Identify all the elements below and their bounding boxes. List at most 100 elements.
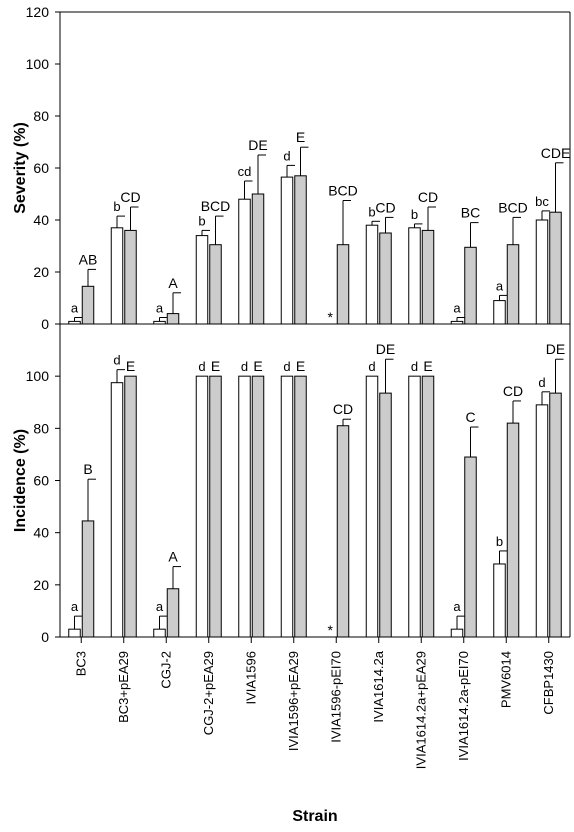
severity-bar bbox=[421, 229, 435, 325]
severity-significance-label: E bbox=[296, 129, 305, 145]
severity-significance-label: DE bbox=[248, 137, 267, 153]
incidence-y-tick-label: 100 bbox=[26, 368, 50, 384]
incidence-bar bbox=[365, 375, 379, 638]
incidence-bar bbox=[336, 425, 350, 638]
incidence-significance-label: CD bbox=[333, 401, 353, 417]
incidence-significance-label: E bbox=[253, 358, 262, 374]
incidence-significance-label: a bbox=[156, 599, 164, 614]
incidence-y-tick-label: 0 bbox=[41, 629, 49, 645]
x-category-label: IVIA1614.2a bbox=[371, 650, 386, 722]
x-category-labels: BC3 BC3+pEA29 CGJ-2 CGJ-2+pEA29 IVIA1596 IVIA… bbox=[60, 636, 570, 769]
incidence-significance-label: A bbox=[168, 549, 178, 565]
severity-bar bbox=[365, 224, 379, 325]
severity-significance-label: AB bbox=[79, 251, 98, 267]
incidence-bar bbox=[110, 382, 124, 638]
incidence-bar bbox=[280, 375, 294, 638]
x-category-label: IVIA1596 bbox=[243, 651, 258, 705]
incidence-bar bbox=[464, 456, 477, 638]
severity-significance-label: b bbox=[113, 199, 120, 214]
incidence-bar bbox=[81, 520, 95, 638]
incidence-bar bbox=[166, 588, 180, 638]
incidence-significance-label: d bbox=[368, 359, 375, 374]
incidence-significance-label: d bbox=[198, 359, 205, 374]
severity-bar bbox=[506, 244, 520, 325]
incidence-bar bbox=[294, 375, 307, 638]
incidence-significance-label: DE bbox=[376, 341, 395, 357]
severity-bar bbox=[549, 211, 562, 325]
incidence-bar bbox=[408, 375, 421, 638]
incidence-bar bbox=[238, 375, 251, 638]
severity-bar bbox=[535, 219, 549, 325]
incidence-bar bbox=[549, 392, 562, 638]
incidence-bar bbox=[153, 628, 166, 638]
incidence-bar bbox=[124, 375, 137, 638]
severity-y-tick-label: 20 bbox=[33, 264, 49, 280]
x-category-label: IVIA1596-pEI70 bbox=[328, 651, 343, 743]
incidence-bar bbox=[535, 404, 549, 638]
x-category-label: CFBP1430 bbox=[541, 651, 556, 715]
severity-missing-marker: * bbox=[328, 309, 334, 325]
x-category-label: BC3+pEA29 bbox=[116, 651, 131, 723]
severity-bar bbox=[81, 285, 95, 325]
incidence-bar bbox=[506, 422, 520, 638]
severity-y-tick-label: 100 bbox=[26, 56, 50, 72]
incidence-significance-label: C bbox=[465, 409, 475, 425]
incidence-y-tick-label: 80 bbox=[33, 420, 49, 436]
severity-significance-label: b bbox=[411, 207, 418, 222]
incidence-significance-label: E bbox=[126, 358, 135, 374]
incidence-significance-label: b bbox=[496, 534, 503, 549]
severity-y-tick-label: 40 bbox=[33, 212, 49, 228]
severity-bar bbox=[493, 300, 506, 325]
incidence-significance-label: d bbox=[113, 353, 120, 368]
severity-bar bbox=[238, 198, 251, 325]
incidence-significance-label: d bbox=[538, 375, 545, 390]
severity-significance-label: BCD bbox=[328, 183, 358, 199]
severity-y-tick-label: 60 bbox=[33, 160, 49, 176]
severity-bar bbox=[336, 244, 350, 325]
severity-bar bbox=[251, 193, 265, 325]
incidence-significance-label: d bbox=[241, 359, 248, 374]
severity-significance-label: BCD bbox=[498, 199, 528, 215]
incidence-bar bbox=[379, 392, 392, 638]
incidence-bar bbox=[251, 375, 265, 638]
x-category-label: CGJ-2 bbox=[158, 651, 173, 689]
incidence-bar bbox=[68, 628, 81, 638]
severity-y-tick-label: 80 bbox=[33, 108, 49, 124]
severity-significance-label: b bbox=[368, 204, 375, 219]
incidence-significance-label: DE bbox=[546, 341, 565, 357]
severity-significance-label: b bbox=[198, 213, 205, 228]
incidence-bar bbox=[493, 563, 506, 638]
x-category-label: CGJ-2+pEA29 bbox=[201, 651, 216, 735]
severity-bar bbox=[408, 227, 421, 325]
severity-bar bbox=[110, 227, 124, 325]
severity-significance-label: BC bbox=[461, 205, 480, 221]
incidence-bar bbox=[209, 375, 222, 638]
severity-significance-label: a bbox=[453, 301, 461, 316]
x-category-label: IVIA1596+pEA29 bbox=[286, 651, 301, 751]
incidence-y-tick-label: 60 bbox=[33, 473, 49, 489]
severity-significance-label: a bbox=[156, 301, 164, 316]
severity-bar bbox=[280, 176, 294, 325]
incidence-significance-label: d bbox=[283, 359, 290, 374]
severity-bar bbox=[166, 313, 180, 325]
x-category-label: IVIA1614.2a-pEI70 bbox=[456, 651, 471, 761]
severity-y-tick-label: 0 bbox=[41, 316, 49, 332]
x-axis-title: Strain bbox=[292, 808, 337, 825]
incidence-y-tick-label: 20 bbox=[33, 577, 49, 593]
severity-significance-label: cd bbox=[238, 164, 252, 179]
severity-y-axis-title: Severity (%) bbox=[12, 122, 29, 214]
x-category-label: BC3 bbox=[73, 651, 88, 676]
severity-y-tick-label: 120 bbox=[26, 4, 50, 20]
incidence-significance-label: CD bbox=[503, 383, 523, 399]
incidence-missing-marker: * bbox=[328, 622, 334, 638]
severity-significance-label: CD bbox=[120, 189, 140, 205]
severity-significance-label: CD bbox=[375, 199, 395, 215]
incidence-y-axis-title: Incidence (%) bbox=[12, 429, 29, 532]
incidence-significance-label: a bbox=[71, 599, 79, 614]
x-category-label: IVIA1614.2a+pEA29 bbox=[413, 651, 428, 769]
incidence-significance-label: E bbox=[423, 358, 432, 374]
x-category-label: PMV6014 bbox=[498, 651, 513, 708]
